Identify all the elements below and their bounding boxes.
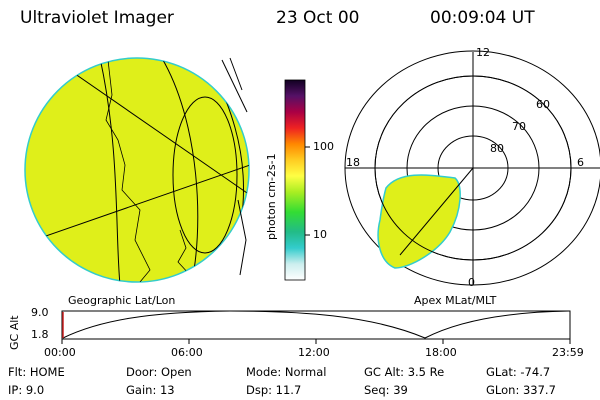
altitude-plot [61, 310, 571, 344]
limb-line [221, 59, 248, 113]
status-glat: GLat: -74.7 [486, 365, 551, 379]
limb-line [229, 57, 243, 91]
lat-circle [172, 96, 238, 254]
status-door: Door: Open [126, 365, 192, 379]
colorbar-tick-10: 10 [313, 228, 327, 241]
lat-label-60: 60 [536, 98, 550, 111]
altitude-ytick-1.8: 1.8 [31, 328, 49, 341]
polar-radial [399, 167, 474, 256]
auroral-oval [377, 174, 461, 269]
xtick-label-0600: 06:00 [171, 346, 203, 359]
altitude-ylabel: GC Alt [8, 315, 21, 350]
meridian-line [159, 58, 199, 282]
mlt-label-6: 6 [577, 156, 584, 169]
colorbar-tick-100: 100 [313, 140, 334, 153]
status-ip: IP: 9.0 [8, 383, 45, 397]
xtick-label-1200: 12:00 [298, 346, 330, 359]
grid-line [54, 59, 249, 196]
status-mode: Mode: Normal [246, 365, 327, 379]
date-label: 23 Oct 00 [276, 8, 360, 28]
status-seq: Seq: 39 [364, 383, 408, 397]
status-dsp: Dsp: 11.7 [246, 383, 302, 397]
status-gain: Gain: 13 [126, 383, 175, 397]
xtick-label-0000: 00:00 [44, 346, 76, 359]
mlt-label-18: 18 [346, 156, 360, 169]
time-label: 00:09:04 UT [430, 8, 535, 28]
meridian-line [99, 58, 121, 282]
geographic-globe [24, 57, 250, 283]
xtick-label-1800: 18:00 [425, 346, 457, 359]
colorbar [284, 79, 306, 281]
lat-label-70: 70 [512, 120, 526, 133]
coastline [177, 229, 191, 276]
globe-disk [24, 57, 250, 283]
apex-label: Apex MLat/MLT [414, 294, 497, 307]
mlt-label-0: 0 [468, 276, 475, 289]
status-glon: GLon: 337.7 [486, 383, 556, 397]
colorbar-unit-label: photon cm-2s-1 [265, 153, 278, 240]
altitude-curve [62, 310, 570, 339]
lat-label-80: 80 [490, 142, 504, 155]
mlt-label-12: 12 [476, 46, 490, 59]
geographic-label: Geographic Lat/Lon [68, 294, 176, 307]
altitude-frame [61, 310, 571, 340]
status-gc-alt: GC Alt: 3.5 Re [364, 365, 445, 379]
instrument-title: Ultraviolet Imager [20, 8, 174, 28]
limb-line [237, 199, 247, 276]
coastline [105, 59, 151, 282]
status-flt: Flt: HOME [8, 365, 65, 379]
polar-plot [344, 50, 600, 286]
xtick-label-2359: 23:59 [552, 346, 584, 359]
altitude-ytick-9: 9.0 [31, 306, 49, 319]
